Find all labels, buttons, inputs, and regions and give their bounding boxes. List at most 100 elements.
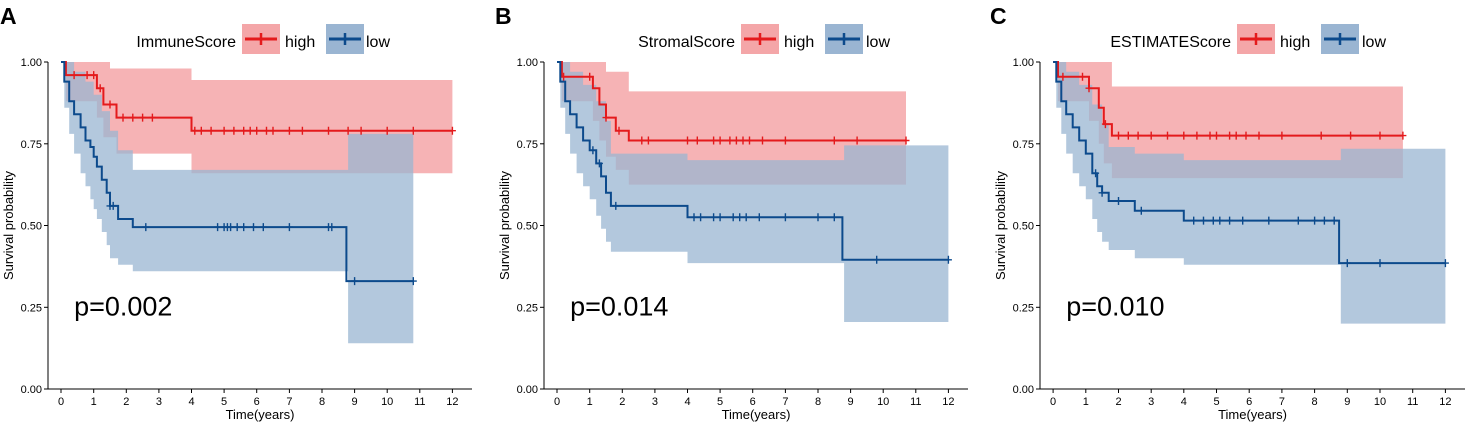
- x-tick-label: 7: [1279, 396, 1285, 408]
- survival-curve-high: [1053, 61, 1403, 137]
- censor-mark-low: [351, 277, 359, 286]
- y-tick-label: 0.00: [21, 384, 42, 396]
- panel-letter: C: [990, 3, 1007, 29]
- y-tick-label: 0.25: [21, 302, 42, 314]
- censor-mark-high: [1255, 131, 1263, 140]
- censor-mark-high: [1085, 84, 1093, 93]
- censor-mark-high: [1164, 131, 1171, 140]
- censor-mark-high: [853, 136, 861, 145]
- censor-mark-low: [233, 223, 241, 232]
- ci-band-low: [61, 62, 414, 344]
- y-tick-label: 0.00: [517, 384, 538, 396]
- censor-mark-high: [759, 136, 766, 145]
- x-tick-label: 5: [717, 396, 723, 408]
- x-tick-label: 3: [652, 396, 658, 408]
- censor-mark-high: [726, 136, 734, 145]
- censor-mark-low: [1330, 216, 1338, 225]
- censor-mark-high: [602, 113, 610, 122]
- y-tick-label: 0.75: [1013, 139, 1034, 151]
- legend-label-low: low: [866, 34, 890, 51]
- censor-mark-high: [285, 126, 293, 135]
- censor-mark-high: [1242, 131, 1250, 140]
- x-tick-label: 1: [587, 396, 593, 408]
- survival-curve-high: [61, 61, 453, 132]
- censor-mark-low: [1098, 188, 1106, 197]
- censor-mark-high: [739, 136, 747, 145]
- censor-mark-high: [586, 72, 594, 81]
- legend: ImmuneScore high low: [136, 24, 390, 54]
- legend-title: ESTIMATEScore: [1110, 34, 1231, 51]
- y-tick-label: 0.50: [21, 221, 42, 233]
- x-tick-label: 11: [910, 396, 921, 408]
- x-tick-label: 4: [684, 396, 690, 408]
- censor-mark-low: [830, 213, 838, 222]
- censor-mark-high: [1347, 131, 1355, 140]
- censor-mark-high: [1079, 72, 1086, 81]
- y-axis-title: Survival probability: [1, 170, 16, 280]
- censor-mark-low: [690, 213, 698, 222]
- km-panel-b: B StromalScore high low 0.00 0.25 0.50 0.75 1.00…: [495, 3, 968, 422]
- ci-band-low: [557, 62, 949, 322]
- y-tick-label: 0.50: [517, 221, 538, 233]
- censor-mark-high: [746, 136, 753, 145]
- censor-mark-high: [344, 126, 352, 135]
- x-tick-label: 5: [221, 396, 227, 408]
- censor-mark-high: [129, 113, 137, 122]
- x-tick-label: 4: [188, 396, 194, 408]
- censor-mark-high: [197, 126, 205, 135]
- x-tick-label: 8: [815, 396, 821, 408]
- censor-mark-low: [1115, 197, 1122, 205]
- x-tick-label: 6: [1246, 396, 1252, 408]
- censor-mark-low: [1320, 216, 1328, 225]
- x-tick-label: 8: [319, 396, 325, 408]
- p-value-annotation: p=0.014: [570, 291, 668, 321]
- censor-mark-high: [1213, 131, 1220, 140]
- censor-mark-low: [1209, 216, 1217, 225]
- x-tick-label: 10: [381, 396, 393, 408]
- censor-mark-high: [1278, 131, 1286, 140]
- censor-mark-high: [269, 126, 277, 135]
- censor-mark-high: [1399, 131, 1407, 140]
- x-tick-label: 12: [1439, 396, 1451, 408]
- censor-mark-high: [1206, 131, 1214, 140]
- censor-mark-low: [1239, 216, 1247, 225]
- x-tick-label: 0: [1050, 396, 1056, 408]
- x-tick-label: 3: [156, 396, 162, 408]
- censor-mark-high: [693, 136, 701, 145]
- censor-mark-low: [285, 223, 293, 232]
- legend-label-high: high: [784, 34, 814, 51]
- censor-mark-high: [253, 126, 261, 135]
- censor-mark-high: [207, 126, 215, 135]
- censor-mark-high: [781, 136, 789, 145]
- censor-mark-high: [1115, 131, 1122, 140]
- legend-title: StromalScore: [638, 34, 735, 51]
- x-tick-label: 0: [554, 396, 560, 408]
- censor-mark-low: [814, 213, 822, 222]
- censor-mark-low: [716, 213, 724, 222]
- x-tick-label: 6: [254, 396, 260, 408]
- x-tick-label: 11: [414, 396, 425, 408]
- censor-mark-low: [214, 223, 222, 232]
- censor-mark-high: [1376, 131, 1384, 140]
- censor-mark-high: [1059, 72, 1067, 81]
- censor-mark-high: [96, 84, 104, 93]
- x-axis-title: Time(years): [722, 407, 791, 422]
- x-tick-label: 2: [123, 396, 129, 408]
- censor-mark-high: [830, 136, 838, 145]
- censor-mark-low: [1311, 216, 1319, 225]
- censor-mark-low: [409, 277, 417, 286]
- censor-mark-high: [230, 126, 238, 135]
- censor-mark-high: [240, 126, 248, 135]
- censor-mark-low: [1190, 216, 1198, 225]
- panel-letter: A: [0, 3, 17, 29]
- censor-mark-low: [944, 255, 952, 264]
- censor-mark-high: [119, 113, 127, 122]
- y-tick-label: 0.50: [1013, 221, 1034, 233]
- censor-mark-high: [1193, 131, 1201, 140]
- x-tick-label: 6: [750, 396, 756, 408]
- x-tick-label: 12: [446, 396, 458, 408]
- censor-mark-low: [755, 213, 763, 222]
- y-axis-title: Survival probability: [993, 170, 1008, 280]
- y-tick-label: 0.75: [517, 139, 538, 151]
